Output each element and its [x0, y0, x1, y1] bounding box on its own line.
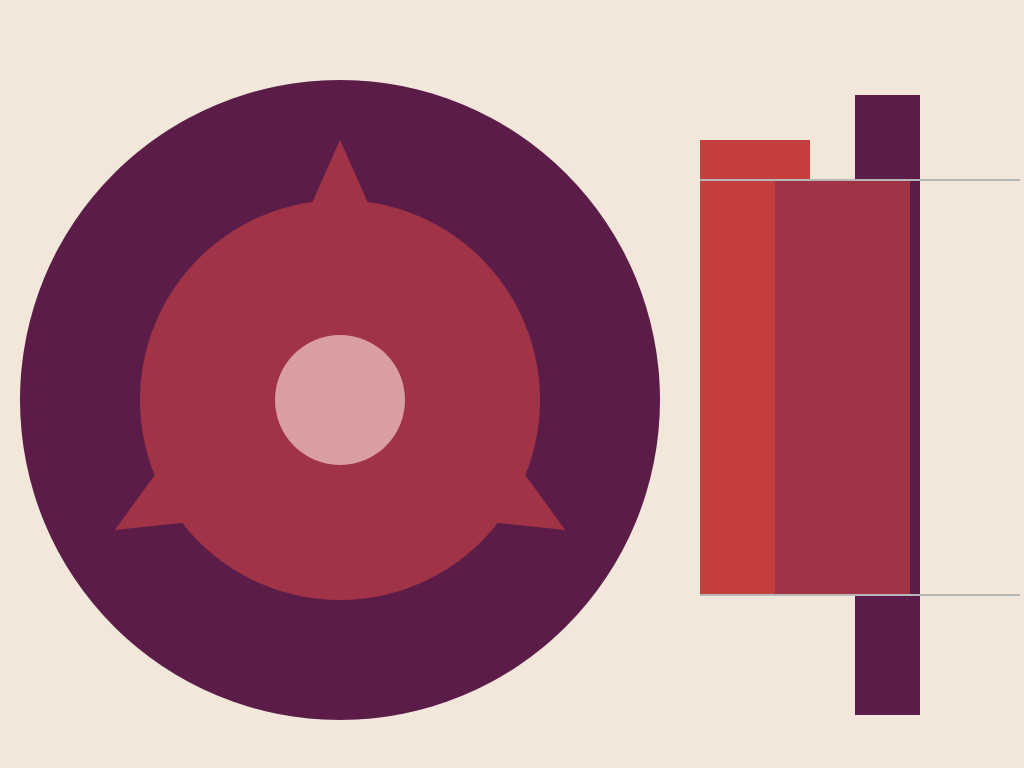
core-circle	[275, 335, 405, 465]
bar-betatigung	[775, 180, 910, 595]
